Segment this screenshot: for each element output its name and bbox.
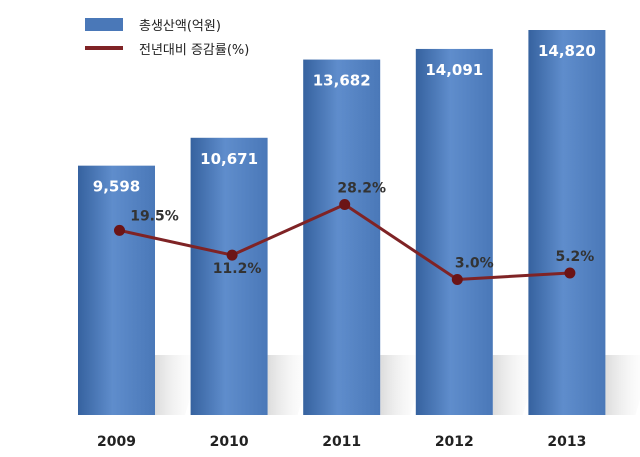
bar-value-label: 10,671 [200,150,258,168]
bar-value-label: 14,091 [425,61,483,79]
growth-value-label: 11.2% [213,261,262,277]
x-tick-label: 2010 [210,434,249,450]
x-tick-label: 2013 [547,434,586,450]
bar-value-label: 13,682 [313,72,371,90]
legend-swatch-line [85,46,123,50]
bar-2011 [303,59,381,416]
growth-point [226,249,238,261]
growth-value-label: 5.2% [555,249,594,265]
legend-swatch-bar [85,17,123,31]
growth-value-label: 3.0% [455,256,494,272]
growth-value-label: 19.5% [130,208,179,224]
bar-value-label: 14,820 [538,42,596,60]
growth-point [114,224,125,236]
legend: 총생산액(억원) 전년대비 증감률(%) [85,12,249,60]
bar-2012 [415,48,493,415]
growth-point [339,199,351,210]
x-tick-label: 2012 [435,434,474,450]
bar-shadow [605,355,640,415]
bar-2013 [528,30,606,415]
legend-item-production: 총생산액(억원) [85,12,249,36]
growth-point [564,267,576,279]
x-tick-label: 2011 [322,434,361,450]
bar-2010 [190,137,268,415]
x-tick-label: 2009 [97,434,136,450]
bar-value-label: 9,598 [93,178,140,196]
legend-label-production: 총생산액(억원) [139,18,221,34]
growth-value-label: 28.2% [337,181,386,197]
bar-2009 [78,165,155,415]
legend-item-growth: 전년대비 증감률(%) [85,36,249,60]
growth-point [451,274,463,285]
legend-label-growth: 전년대비 증감률(%) [139,42,250,58]
